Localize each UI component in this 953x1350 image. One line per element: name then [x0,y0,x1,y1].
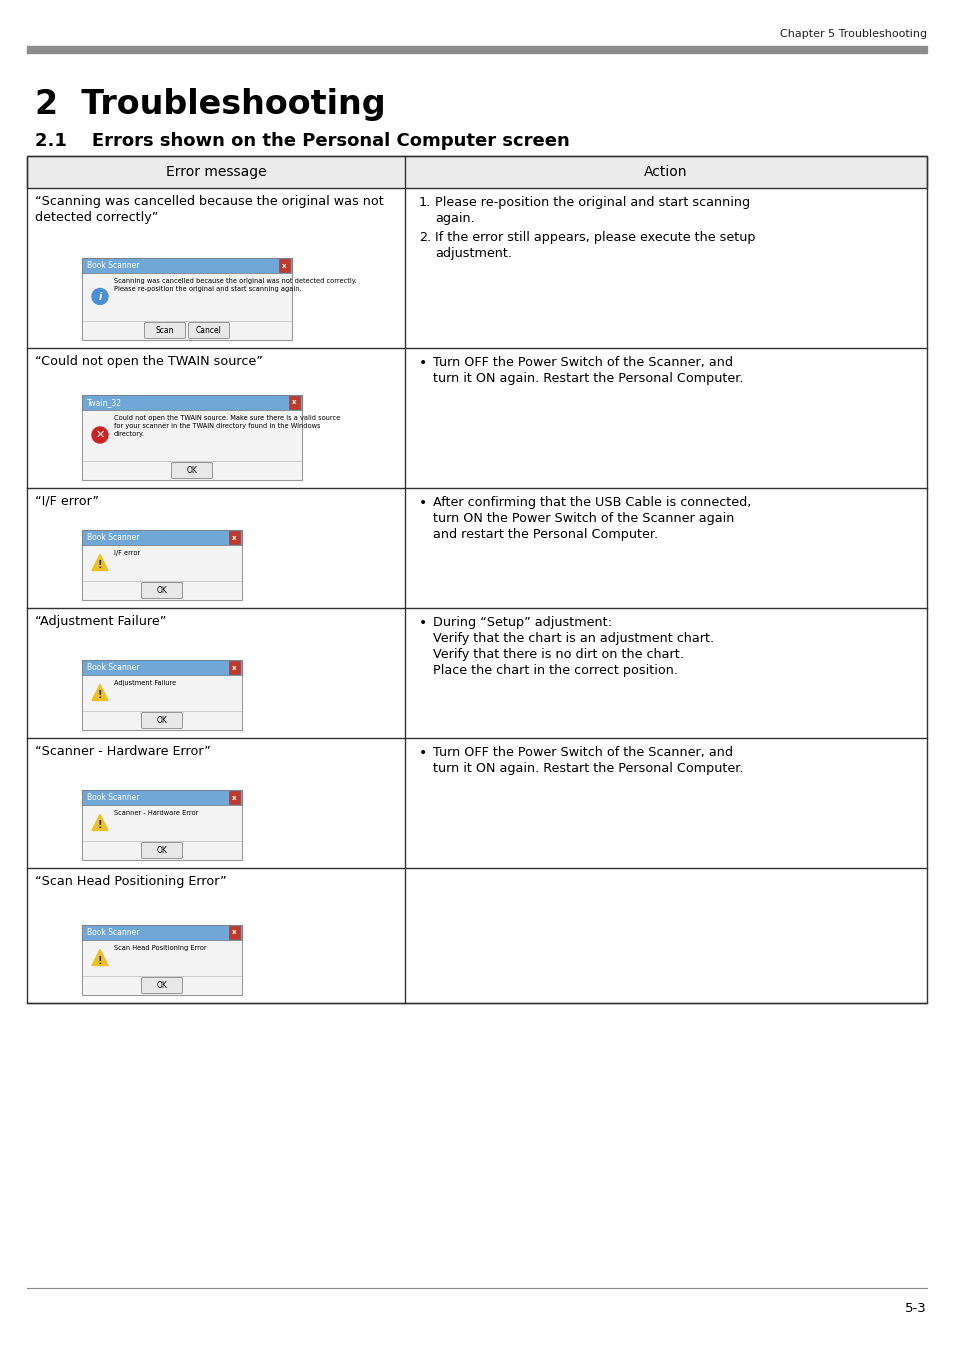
Bar [278,259,290,271]
Text: Book Scanner: Book Scanner [87,927,139,937]
Text: “I/F error”: “I/F error” [35,495,99,508]
Text: x: x [232,535,236,540]
Text: OK: OK [156,586,168,595]
Text: Book Scanner: Book Scanner [87,533,139,541]
Text: 2.1    Errors shown on the Personal Computer screen: 2.1 Errors shown on the Personal Compute… [35,132,569,150]
Bar [82,258,292,340]
Bar [82,396,302,481]
Text: OK: OK [156,716,168,725]
Text: Book Scanner: Book Scanner [87,663,139,672]
Bar [82,790,242,805]
Text: After confirming that the USB Cable is connected,
turn ON the Power Switch of th: After confirming that the USB Cable is c… [433,495,751,541]
Text: OK: OK [156,846,168,855]
Bar [82,660,242,730]
Polygon shape [91,684,108,701]
FancyBboxPatch shape [141,582,182,598]
Text: Cancel: Cancel [196,325,222,335]
Bar [27,46,926,53]
Text: i: i [98,292,102,301]
Text: x: x [292,400,296,405]
Bar [82,531,242,599]
Text: Please re-position the original and start scanning
again.: Please re-position the original and star… [435,196,749,225]
Text: Scan Head Positioning Error: Scan Head Positioning Error [113,945,207,950]
Text: x: x [232,795,236,801]
Bar [229,926,240,940]
Text: •: • [418,747,427,760]
Polygon shape [91,555,108,571]
FancyBboxPatch shape [141,977,182,994]
Bar [82,396,302,410]
FancyBboxPatch shape [189,323,230,339]
Text: Error message: Error message [166,165,266,180]
Text: Book Scanner: Book Scanner [87,792,139,802]
Bar [229,662,240,674]
Text: “Scan Head Positioning Error”: “Scan Head Positioning Error” [35,875,227,888]
Text: “Scanning was cancelled because the original was not
detected correctly”: “Scanning was cancelled because the orig… [35,194,383,224]
Text: Action: Action [643,165,687,180]
Text: If the error still appears, please execute the setup
adjustment.: If the error still appears, please execu… [435,231,755,261]
Text: Twain_32: Twain_32 [87,398,122,406]
Text: 1.: 1. [418,196,431,209]
Text: Turn OFF the Power Switch of the Scanner, and
turn it ON again. Restart the Pers: Turn OFF the Power Switch of the Scanner… [433,747,742,775]
Text: !: ! [97,690,102,701]
Text: 5-3: 5-3 [904,1301,926,1315]
Bar [229,531,240,544]
Text: “Adjustment Failure”: “Adjustment Failure” [35,616,166,628]
Text: Scanning was cancelled because the original was not detected correctly.
Please r: Scanning was cancelled because the origi… [113,278,356,292]
Text: Chapter 5 Troubleshooting: Chapter 5 Troubleshooting [779,28,926,39]
Text: 2  Troubleshooting: 2 Troubleshooting [35,88,385,122]
Text: “Could not open the TWAIN source”: “Could not open the TWAIN source” [35,355,263,369]
Text: x: x [282,262,287,269]
Bar [27,157,926,1003]
Text: ✕: ✕ [95,431,105,440]
Text: •: • [418,616,427,630]
Bar [82,258,292,273]
Text: Adjustment Failure: Adjustment Failure [113,680,176,686]
Bar [82,660,242,675]
Text: OK: OK [156,981,168,990]
FancyBboxPatch shape [141,842,182,859]
Text: •: • [418,495,427,510]
Bar [289,396,299,409]
Text: !: ! [97,821,102,830]
FancyBboxPatch shape [141,713,182,729]
FancyBboxPatch shape [144,323,185,339]
Text: Scan: Scan [155,325,174,335]
Bar [82,790,242,860]
Text: x: x [232,664,236,671]
Bar [27,157,926,188]
Text: Scanner - Hardware Error: Scanner - Hardware Error [113,810,198,815]
Text: I/F error: I/F error [113,549,140,556]
Text: !: ! [97,956,102,965]
Text: OK: OK [187,466,197,475]
Circle shape [91,427,108,443]
Bar [229,791,240,805]
Text: 2.: 2. [418,231,431,244]
Polygon shape [91,949,108,965]
Text: Turn OFF the Power Switch of the Scanner, and
turn it ON again. Restart the Pers: Turn OFF the Power Switch of the Scanner… [433,356,742,385]
Bar [82,531,242,545]
Bar [82,925,242,995]
Text: Book Scanner: Book Scanner [87,261,139,270]
Text: “Scanner - Hardware Error”: “Scanner - Hardware Error” [35,745,211,757]
Polygon shape [91,814,108,830]
Text: !: ! [97,560,102,571]
Bar [82,925,242,940]
Text: During “Setup” adjustment:
Verify that the chart is an adjustment chart.
Verify : During “Setup” adjustment: Verify that t… [433,616,714,676]
FancyBboxPatch shape [172,463,213,478]
Text: •: • [418,356,427,370]
Text: Could not open the TWAIN source. Make sure there is a valid source
for your scan: Could not open the TWAIN source. Make su… [113,414,340,437]
Text: x: x [232,930,236,936]
Circle shape [91,289,108,305]
